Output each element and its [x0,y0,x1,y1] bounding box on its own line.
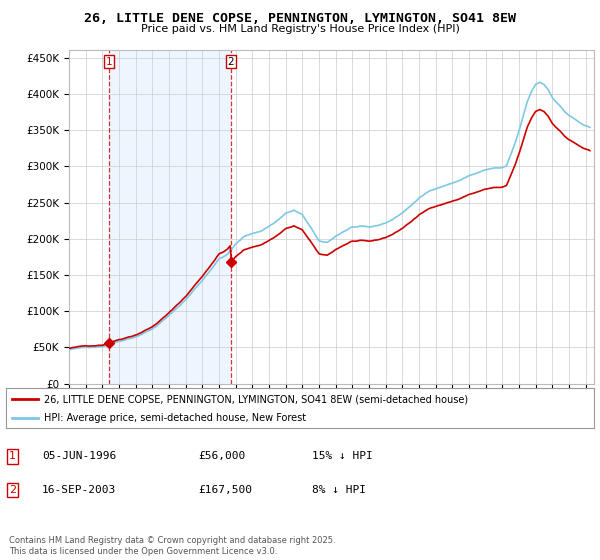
Text: Contains HM Land Registry data © Crown copyright and database right 2025.
This d: Contains HM Land Registry data © Crown c… [9,536,335,556]
Text: £167,500: £167,500 [198,485,252,495]
Text: 1: 1 [106,57,113,67]
Text: 26, LITTLE DENE COPSE, PENNINGTON, LYMINGTON, SO41 8EW (semi-detached house): 26, LITTLE DENE COPSE, PENNINGTON, LYMIN… [44,394,469,404]
Bar [109,50,231,384]
Text: 16-SEP-2003: 16-SEP-2003 [42,485,116,495]
Text: 8% ↓ HPI: 8% ↓ HPI [312,485,366,495]
Text: 1: 1 [9,451,16,461]
Text: HPI: Average price, semi-detached house, New Forest: HPI: Average price, semi-detached house,… [44,413,307,423]
Text: 05-JUN-1996: 05-JUN-1996 [42,451,116,461]
Text: Price paid vs. HM Land Registry's House Price Index (HPI): Price paid vs. HM Land Registry's House … [140,24,460,34]
Text: 26, LITTLE DENE COPSE, PENNINGTON, LYMINGTON, SO41 8EW: 26, LITTLE DENE COPSE, PENNINGTON, LYMIN… [84,12,516,25]
Text: 15% ↓ HPI: 15% ↓ HPI [312,451,373,461]
Text: £56,000: £56,000 [198,451,245,461]
Text: 2: 2 [9,485,16,495]
Text: 2: 2 [227,57,234,67]
